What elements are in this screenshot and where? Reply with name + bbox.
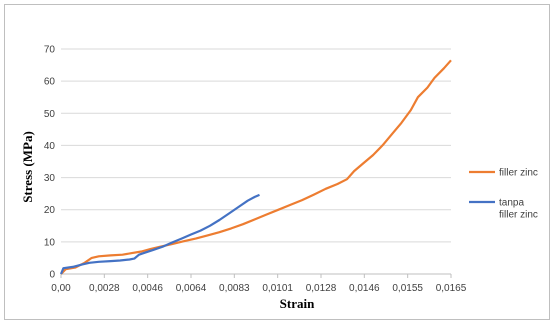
y-tick-label: 50 [44,109,56,120]
y-axis-title: Stress (MPa) [20,131,35,203]
y-tick-label: 30 [44,173,56,184]
x-tick-label: 0,0064 [176,283,207,294]
series-layer [59,59,452,275]
y-tick-label: 20 [44,205,56,216]
x-tick-label: 0,00 [51,283,71,294]
series-line-2 [59,193,260,275]
x-tick-label: 0,0155 [392,283,423,294]
chart-svg: 0 10 20 30 40 50 60 70 0,00 0,0028 0,0046 0,0064 0,0… [20,45,538,312]
x-axis-title: Strain [280,296,315,311]
y-tick-label: 0 [49,270,55,281]
x-tick-label: 0,0165 [436,283,467,294]
y-tick-label: 40 [44,141,56,152]
legend-label-1: filler zinc [499,168,538,179]
x-tick-label: 0,0046 [132,283,163,294]
x-tick-label: 0,0028 [89,283,120,294]
x-tick-label: 0,0146 [349,283,380,294]
legend-label-2: tanpa filler zinc [499,198,538,221]
y-tick-label: 70 [44,45,56,56]
legend: filler zinc tanpa filler zinc [469,168,538,221]
grid-layer [61,48,451,275]
y-tick-label: 60 [44,77,56,88]
x-tick-label: 0,0083 [219,283,250,294]
series-line-1 [60,59,452,275]
x-tick-label: 0,0128 [306,283,337,294]
axis-layer: 0 10 20 30 40 50 60 70 0,00 0,0028 0,0046 0,0064 0,0… [44,45,467,295]
x-tick-label: 0,0101 [262,283,293,294]
chart-area: 0 10 20 30 40 50 60 70 0,00 0,0028 0,0046 0,0064 0,0… [4,4,550,320]
y-tick-label: 10 [44,237,56,248]
